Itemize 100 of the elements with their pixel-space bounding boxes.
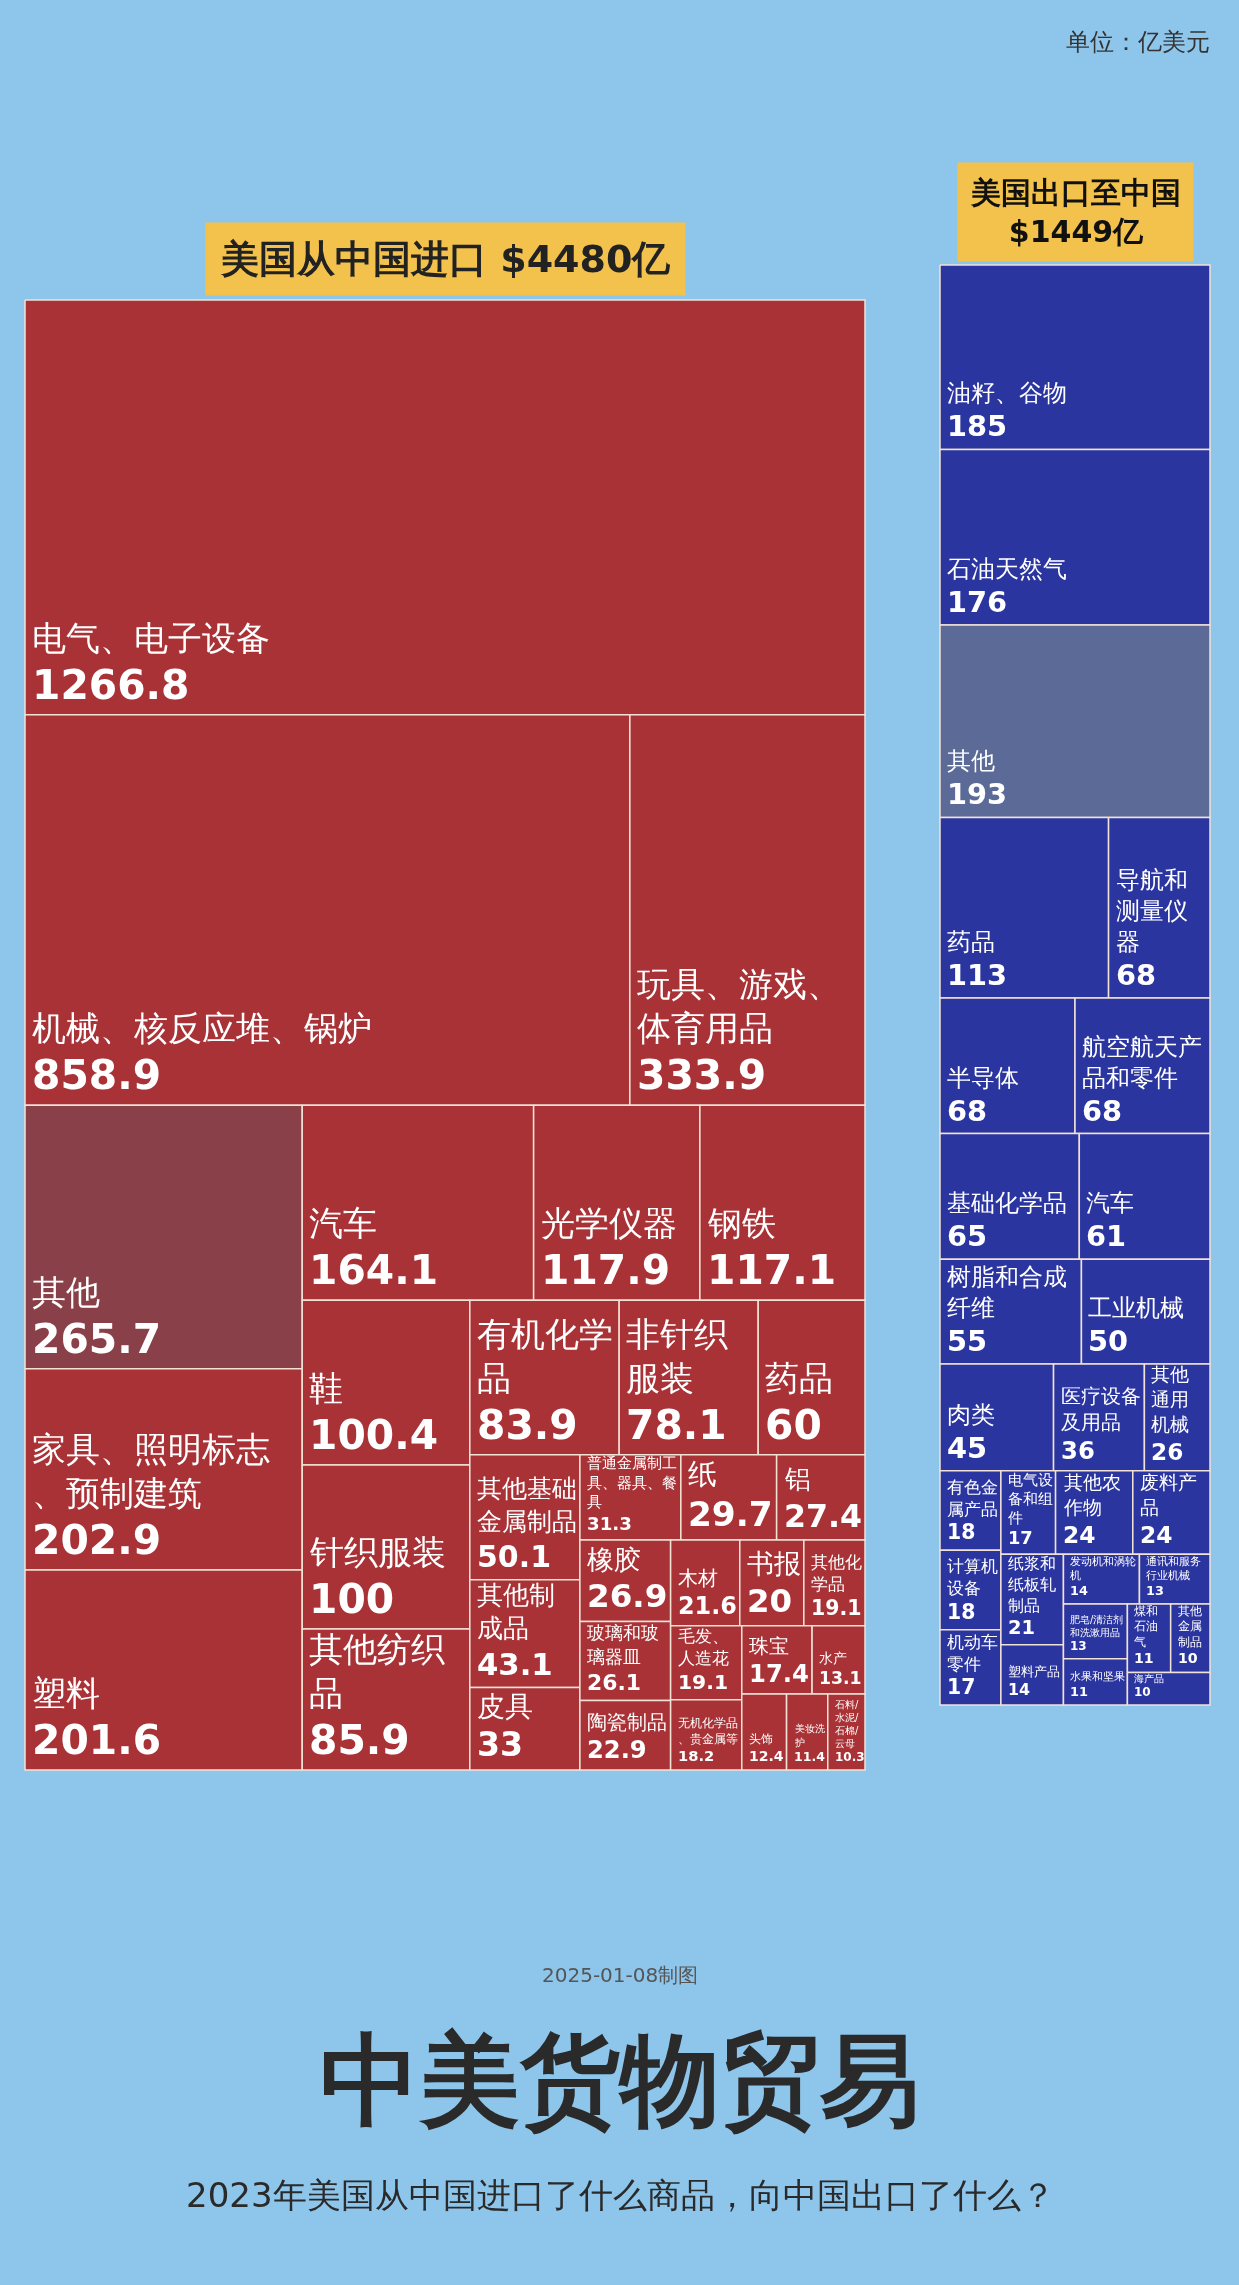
category-label: 其他制成品 bbox=[477, 1580, 555, 1644]
category-label: 玩具、游戏、体育用品 bbox=[637, 964, 841, 1049]
data-label: 100 bbox=[309, 1575, 395, 1623]
category-label: 水产 bbox=[819, 1650, 847, 1666]
data-label: 24 bbox=[1063, 1521, 1096, 1548]
data-label: 1266.8 bbox=[32, 661, 190, 709]
data-label: 85.9 bbox=[309, 1716, 410, 1764]
data-label: 11.4 bbox=[794, 1749, 826, 1764]
data-label: 117.1 bbox=[707, 1246, 837, 1294]
data-label: 83.9 bbox=[477, 1401, 578, 1449]
category-label: 家具、照明标志、预制建筑 bbox=[32, 1429, 270, 1514]
category-label: 普通金属制工具、器具、餐具 bbox=[587, 1454, 677, 1512]
text: 单位：亿美元 bbox=[1066, 28, 1210, 56]
category-label: 橡胶 bbox=[587, 1544, 641, 1575]
category-label: 光学仪器 bbox=[541, 1203, 677, 1243]
category-label: 半导体 bbox=[947, 1064, 1019, 1092]
category-label: 计算机设备 bbox=[947, 1556, 998, 1599]
data-label: 68 bbox=[947, 1094, 988, 1128]
category-label: 玻璃和玻璃器皿 bbox=[587, 1622, 659, 1667]
text: 2023年美国从中国进口了什么商品，向中国出口了什么？ bbox=[186, 2175, 1055, 2215]
data-label: 185 bbox=[947, 409, 1008, 443]
data-label: 333.9 bbox=[637, 1051, 767, 1099]
data-label: 13 bbox=[1146, 1583, 1164, 1598]
data-label: 26 bbox=[1151, 1438, 1184, 1465]
category-label: 药品 bbox=[765, 1358, 833, 1398]
category-label: 毛发、人造花 bbox=[678, 1626, 729, 1668]
data-label: 10.3 bbox=[835, 1750, 865, 1764]
data-label: 100.4 bbox=[309, 1411, 439, 1459]
category-label: 有色金属产品 bbox=[947, 1477, 998, 1520]
category-label: 汽车 bbox=[309, 1203, 377, 1243]
data-label: 50.1 bbox=[477, 1539, 552, 1574]
category-label: 其他基础金属制品 bbox=[477, 1474, 577, 1536]
data-label: 21 bbox=[1008, 1616, 1035, 1639]
category-label: 树脂和合成纤维 bbox=[947, 1263, 1067, 1323]
data-label: 19.1 bbox=[678, 1670, 729, 1694]
text: 美国出口至中国 $1449亿 bbox=[970, 175, 1181, 249]
data-label: 19.1 bbox=[811, 1596, 862, 1620]
category-label: 医疗设备及用品 bbox=[1061, 1384, 1141, 1435]
category-label: 塑料产品 bbox=[1008, 1664, 1060, 1679]
category-label: 鞋 bbox=[309, 1368, 343, 1408]
category-label: 其他金属制品 bbox=[1178, 1604, 1202, 1649]
data-label: 858.9 bbox=[32, 1051, 162, 1099]
data-label: 26.1 bbox=[587, 1670, 642, 1695]
category-label: 电气设备和组件 bbox=[1008, 1471, 1053, 1527]
category-label: 非针织服装 bbox=[626, 1314, 728, 1399]
data-label: 14 bbox=[1070, 1583, 1088, 1598]
category-label: 其他纺织品 bbox=[309, 1629, 445, 1714]
category-label: 煤和石油气 bbox=[1134, 1604, 1158, 1649]
data-label: 164.1 bbox=[309, 1246, 439, 1294]
data-label: 24 bbox=[1140, 1521, 1173, 1548]
data-label: 11 bbox=[1070, 1684, 1088, 1699]
category-label: 皮具 bbox=[477, 1690, 533, 1723]
data-label: 45 bbox=[947, 1431, 988, 1465]
category-label: 石料/水泥/石棉/云母 bbox=[835, 1699, 859, 1749]
data-label: 17.4 bbox=[749, 1659, 809, 1688]
data-label: 78.1 bbox=[626, 1401, 727, 1449]
category-label: 废料产品 bbox=[1140, 1471, 1197, 1520]
data-label: 21.6 bbox=[678, 1592, 737, 1620]
text: 2025-01-08制图 bbox=[542, 1963, 699, 1987]
data-label: 18.2 bbox=[678, 1747, 715, 1764]
text: 美国从中国进口 $4480亿 bbox=[220, 237, 672, 281]
data-label: 201.6 bbox=[32, 1716, 162, 1764]
data-label: 26.9 bbox=[587, 1577, 668, 1615]
category-label: 工业机械 bbox=[1088, 1294, 1184, 1322]
data-label: 14 bbox=[1008, 1680, 1030, 1699]
category-label: 航空航天产品和零件 bbox=[1082, 1033, 1202, 1093]
category-label: 机动车零件 bbox=[947, 1632, 998, 1675]
data-label: 12.4 bbox=[749, 1748, 784, 1764]
data-label: 176 bbox=[947, 585, 1008, 619]
category-label: 海产品 bbox=[1134, 1673, 1164, 1684]
data-label: 18 bbox=[947, 1600, 976, 1624]
category-label: 珠宝 bbox=[749, 1634, 789, 1658]
category-label: 肉类 bbox=[947, 1401, 995, 1429]
data-label: 61 bbox=[1086, 1219, 1127, 1253]
data-label: 68 bbox=[1082, 1094, 1123, 1128]
category-label: 发动机和涡轮机 bbox=[1070, 1555, 1136, 1582]
data-label: 18 bbox=[947, 1520, 976, 1544]
data-label: 117.9 bbox=[541, 1246, 671, 1294]
category-label: 导航和测量仪器 bbox=[1116, 866, 1188, 957]
category-label: 肥皂/清洁剂和洗漱用品 bbox=[1070, 1614, 1124, 1638]
category-label: 书报 bbox=[747, 1548, 801, 1579]
data-label: 11 bbox=[1134, 1650, 1154, 1666]
data-label: 60 bbox=[765, 1401, 822, 1449]
data-label: 265.7 bbox=[32, 1315, 162, 1363]
category-label: 药品 bbox=[947, 928, 995, 956]
data-label: 68 bbox=[1116, 958, 1157, 992]
data-label: 31.3 bbox=[587, 1513, 632, 1534]
category-label: 水果和坚果 bbox=[1070, 1670, 1125, 1683]
category-label: 无机化学品、贵金属等 bbox=[678, 1716, 738, 1746]
category-label: 油籽、谷物 bbox=[947, 379, 1067, 407]
category-label: 针织服装 bbox=[309, 1532, 446, 1572]
category-label: 汽车 bbox=[1086, 1189, 1134, 1217]
category-label: 美妆洗护 bbox=[794, 1722, 825, 1748]
data-label: 29.7 bbox=[688, 1494, 773, 1534]
data-label: 13.1 bbox=[819, 1668, 862, 1688]
data-label: 17 bbox=[947, 1675, 976, 1699]
data-label: 36 bbox=[1061, 1436, 1095, 1465]
text: 中美货物贸易 bbox=[320, 2022, 920, 2139]
category-label: 塑料 bbox=[32, 1673, 100, 1713]
category-label: 其他通用机械 bbox=[1151, 1363, 1189, 1437]
